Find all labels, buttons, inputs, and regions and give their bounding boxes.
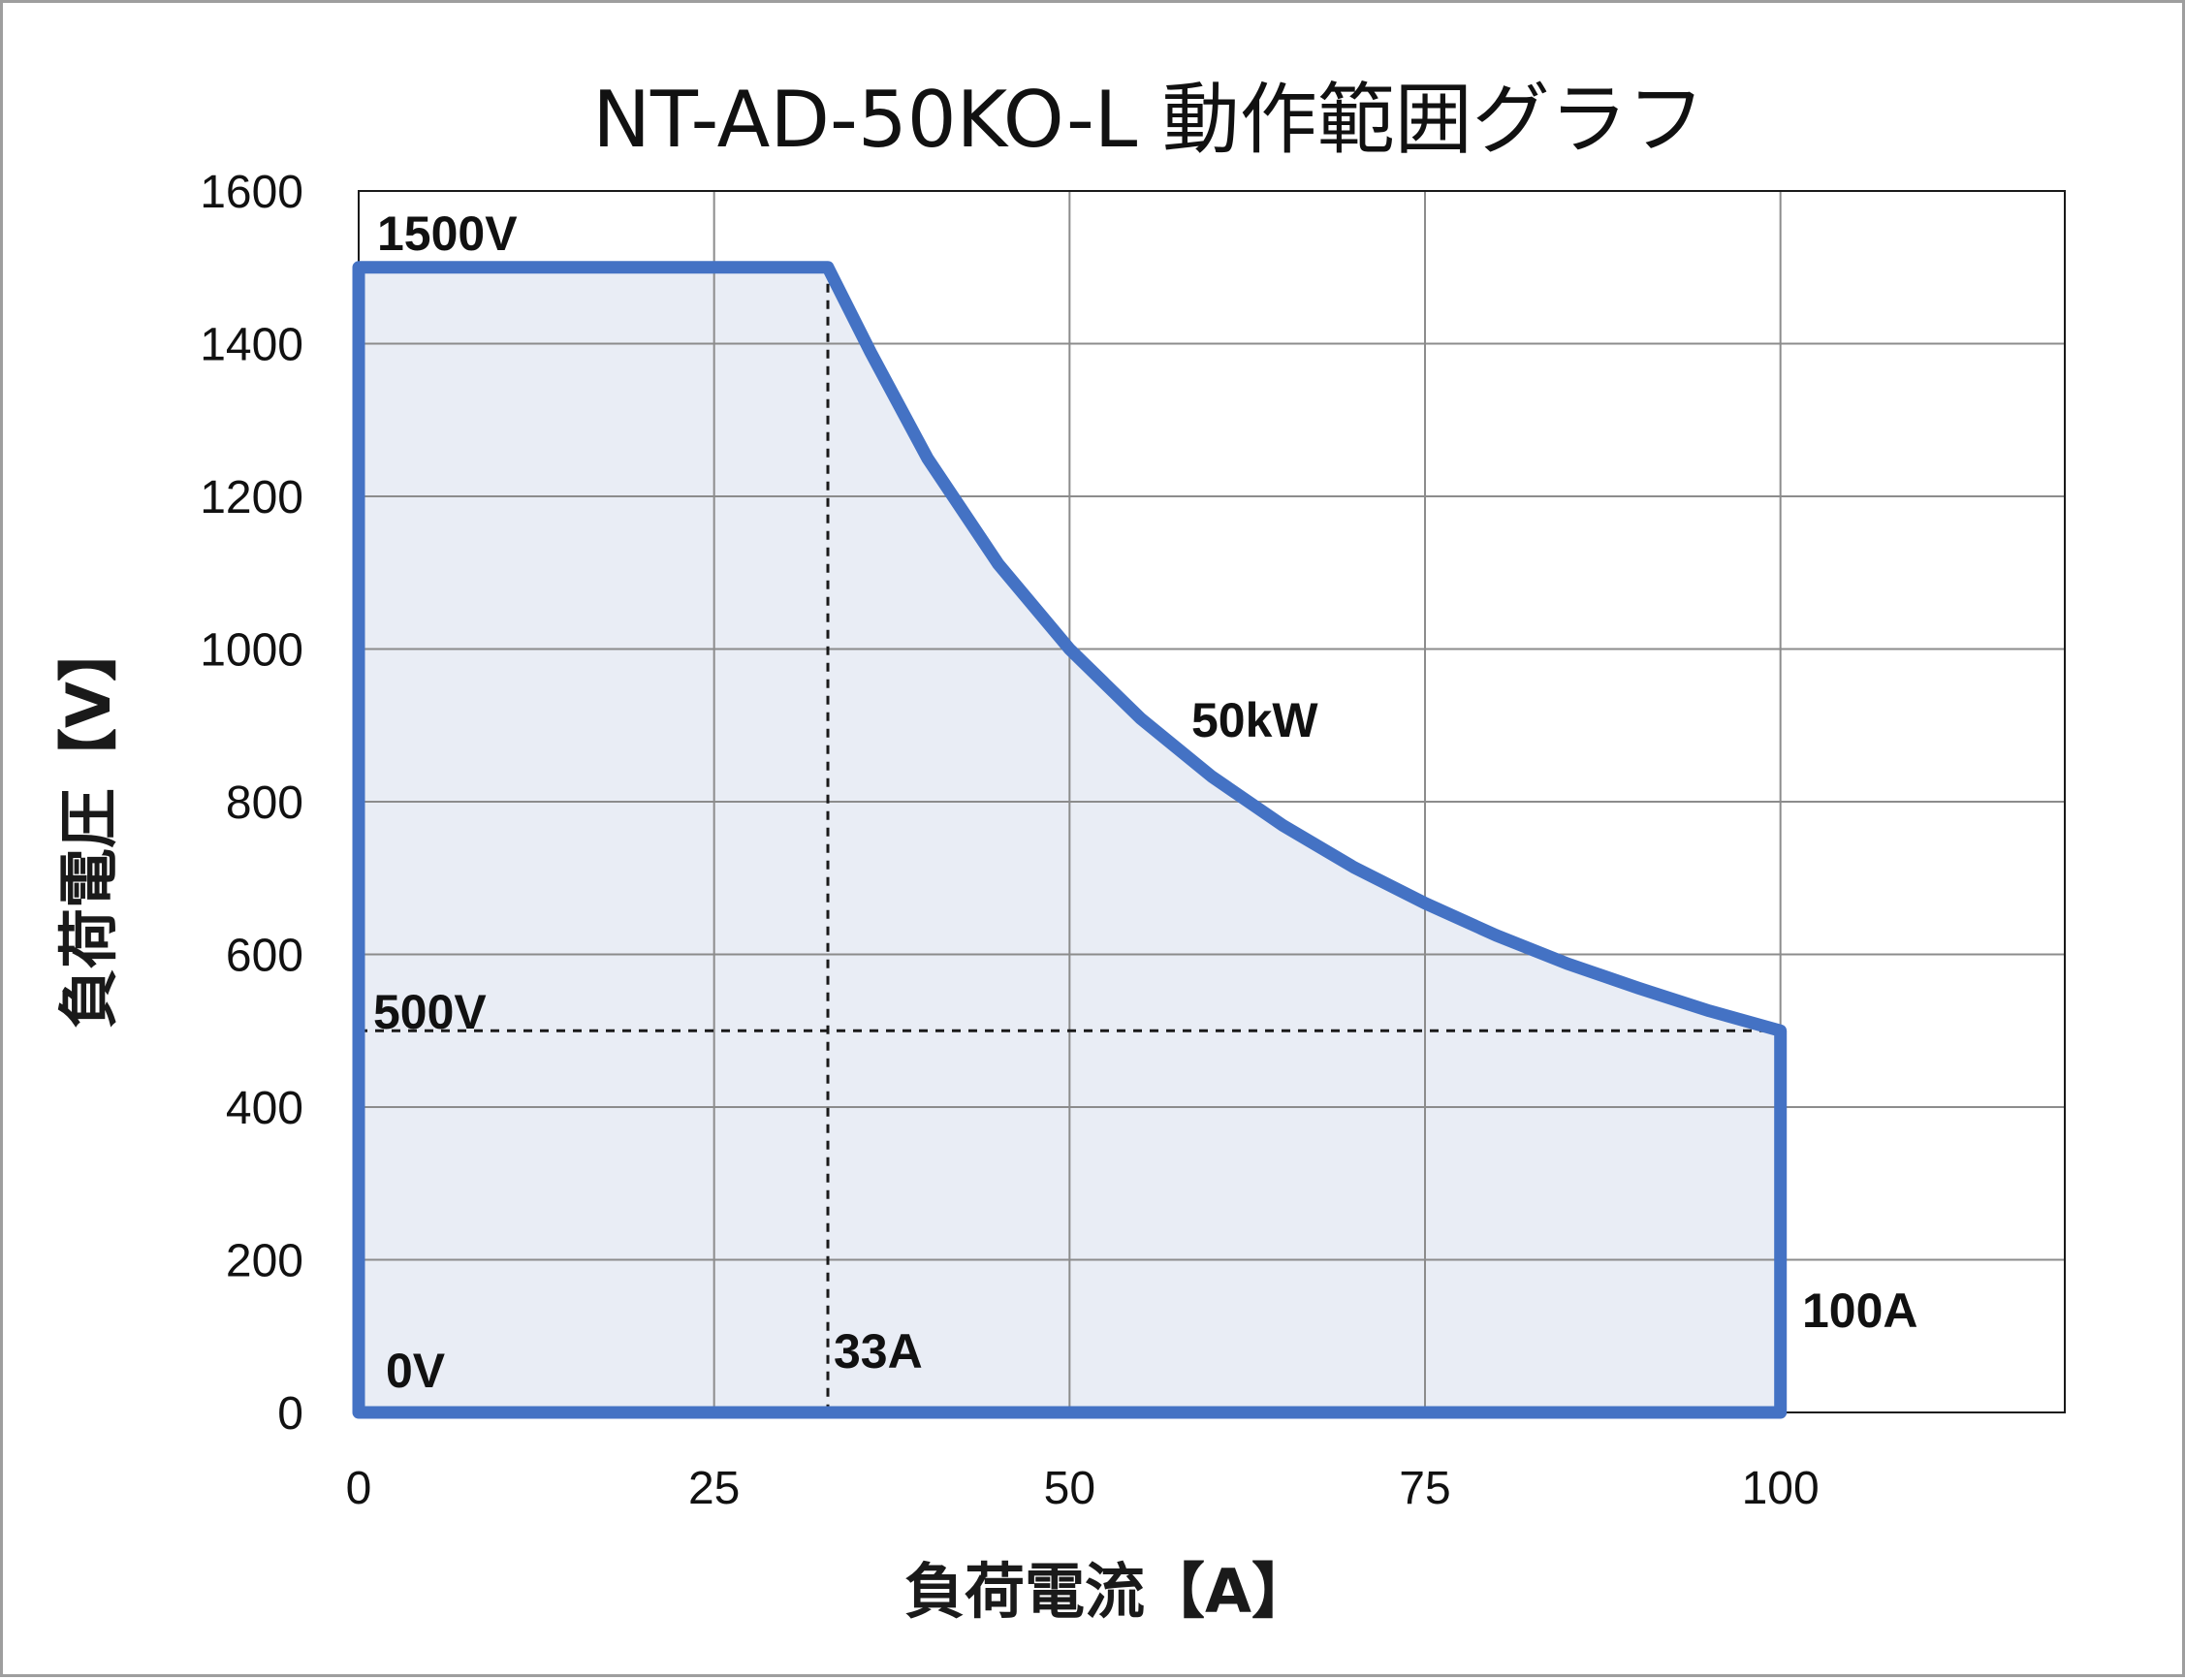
annotation-0v: 0V	[386, 1344, 446, 1398]
annotation-50kw: 50kW	[1191, 693, 1318, 747]
chart-title: NT-AD-50KO-L 動作範囲グラフ	[592, 75, 1705, 165]
x-tick-label: 75	[1399, 1463, 1450, 1514]
operating-range-chart: NT-AD-50KO-L 動作範囲グラフ 0 25 50 75 100020040060…	[53, 75, 2066, 1627]
x-tick-label: 100	[1742, 1463, 1820, 1514]
y-tick-label: 1000	[200, 625, 303, 677]
y-tick-label: 600	[226, 931, 303, 982]
x-tick-label: 0	[346, 1463, 372, 1514]
annotation-33a: 33A	[834, 1324, 923, 1379]
annotation-500v: 500V	[373, 985, 487, 1039]
x-tick-label: 25	[688, 1463, 740, 1514]
annotation-100a: 100A	[1802, 1284, 1918, 1338]
y-tick-label: 200	[226, 1236, 303, 1287]
annotation-1500v: 1500V	[377, 206, 518, 261]
y-tick-label: 1400	[200, 320, 303, 371]
x-axis-title: 負荷電流【A】	[904, 1556, 1312, 1627]
y-axis-title: 負荷電圧【V】	[53, 621, 124, 1029]
y-tick-label: 800	[226, 777, 303, 829]
y-tick-label: 0	[277, 1388, 303, 1440]
x-tick-label: 50	[1044, 1463, 1095, 1514]
y-tick-label: 400	[226, 1083, 303, 1134]
operating-boundary-line	[352, 261, 1788, 1419]
y-tick-label: 1600	[200, 167, 303, 218]
y-tick-label: 1200	[200, 472, 303, 523]
